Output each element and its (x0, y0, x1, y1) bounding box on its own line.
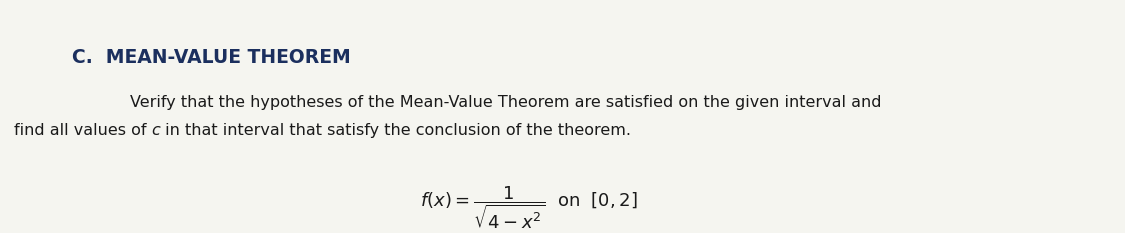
Text: C.  MEAN-VALUE THEOREM: C. MEAN-VALUE THEOREM (72, 48, 351, 67)
Text: c: c (152, 123, 161, 138)
Text: Verify that the hypotheses of the Mean-Value Theorem are satisfied on the given : Verify that the hypotheses of the Mean-V… (130, 95, 882, 110)
Text: $f(x) = \dfrac{1}{\sqrt{4-x^2}}$  on  $[0,2]$: $f(x) = \dfrac{1}{\sqrt{4-x^2}}$ on $[0,… (420, 185, 638, 232)
Text: in that interval that satisfy the conclusion of the theorem.: in that interval that satisfy the conclu… (161, 123, 631, 138)
Text: find all values of: find all values of (14, 123, 152, 138)
